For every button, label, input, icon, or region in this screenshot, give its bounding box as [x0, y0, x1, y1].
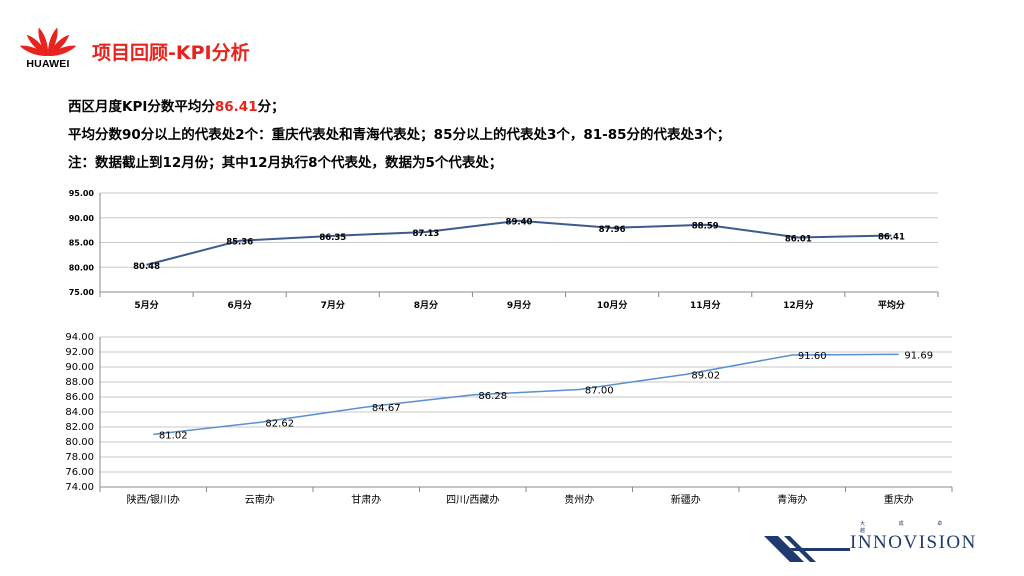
office-kpi-chart: 94.00 92.00 90.00 88.00 86.00 84.00 82.00 80.00… — [65, 332, 953, 506]
y-tick-label: 76.00 — [65, 467, 94, 478]
data-label: 84.67 — [372, 403, 401, 414]
logo-petals — [20, 27, 76, 57]
logo-petal — [48, 34, 70, 56]
x-tick-label: 新疆办 — [671, 493, 701, 506]
x-tick-label: 陕西/银川办 — [127, 493, 180, 506]
data-label: 89.40 — [506, 218, 533, 228]
logo-petal — [47, 27, 58, 56]
summary-line-1: 西区月度KPI分数平均分86.41分； — [68, 93, 730, 121]
logo-petal — [48, 45, 76, 57]
brand-name: INNOVISION — [850, 532, 977, 553]
y-tick-label: 95.00 — [69, 189, 95, 198]
x-tick-label: 10月分 — [597, 299, 628, 311]
y-tick-label: 85.00 — [69, 239, 95, 248]
x-tick-label: 青海办 — [777, 493, 807, 506]
y-tick-label: 84.00 — [65, 407, 94, 418]
data-label: 85.36 — [226, 238, 253, 248]
logo-petal — [38, 27, 49, 56]
summary-line-2: 平均分数90分以上的代表处2个：重庆代表处和青海代表处；85分以上的代表处3个，… — [68, 127, 731, 143]
huawei-petals-icon — [20, 27, 76, 57]
summary-line-3: 注：数据截止到12月份；其中12月执行8个代表处，数据为5个代表处； — [68, 155, 503, 171]
summary-text: 西区月度KPI分数平均分86.41分； 平均分数90分以上的代表处2个：重庆代表… — [68, 93, 730, 177]
series-line — [146, 219, 892, 266]
brand-subtitle: 大 成 卓 越 — [860, 521, 959, 534]
y-tick-label: 74.00 — [65, 482, 94, 493]
y-tick-label: 88.00 — [65, 377, 94, 388]
x-tick-label: 四川/西藏办 — [446, 493, 499, 506]
x-tick-label: 平均分 — [878, 299, 905, 311]
data-label: 88.59 — [692, 222, 719, 232]
page-title: 项目回顾-KPI分析 — [92, 42, 250, 64]
logo-petal — [26, 34, 48, 56]
y-tick-label: 78.00 — [65, 452, 94, 463]
huawei-logo: HUAWEI — [20, 22, 76, 72]
monthly-kpi-chart: 95.00 90.00 85.00 80.00 75.00 5月分 6月分 7月分 8月分 9月分… — [69, 189, 939, 311]
data-label: 86.35 — [319, 233, 346, 243]
data-label: 89.02 — [691, 370, 720, 381]
series-line — [153, 353, 899, 436]
data-label: 91.69 — [904, 350, 933, 361]
y-tick-label: 90.00 — [69, 214, 95, 223]
x-tick-label: 云南办 — [245, 493, 275, 506]
y-tick-label: 75.00 — [69, 288, 95, 297]
x-tick-label: 甘肃办 — [351, 493, 381, 506]
data-label: 86.41 — [878, 233, 905, 243]
data-label: 87.96 — [599, 225, 626, 235]
innovision-stripes-icon — [764, 536, 850, 562]
x-tick-label: 9月分 — [507, 299, 531, 311]
y-tick-label: 92.00 — [65, 347, 94, 358]
y-tick-label: 80.00 — [65, 437, 94, 448]
x-tick-label: 8月分 — [414, 299, 438, 311]
data-label: 86.01 — [785, 235, 812, 245]
data-label: 87.00 — [585, 386, 614, 397]
data-label: 91.60 — [798, 351, 827, 362]
x-tick-label: 贵州办 — [564, 493, 594, 506]
y-tick-label: 90.00 — [65, 362, 94, 373]
data-label: 86.28 — [478, 391, 507, 402]
logo-text: HUAWEI — [26, 58, 70, 70]
x-tick-label: 12月分 — [783, 299, 814, 311]
data-label: 80.48 — [133, 262, 160, 272]
summary-line-1-suffix: 分； — [257, 99, 285, 115]
innovision-brand: 大 成 卓 越 INNOVISION — [760, 518, 990, 566]
x-tick-label: 7月分 — [321, 299, 345, 311]
x-tick-label: 5月分 — [134, 299, 158, 311]
y-tick-label: 80.00 — [69, 263, 95, 272]
y-tick-label: 86.00 — [65, 392, 94, 403]
x-tick-label: 11月分 — [690, 299, 721, 311]
y-tick-label: 94.00 — [65, 332, 94, 343]
average-score-highlight: 86.41 — [214, 99, 258, 115]
y-tick-label: 82.00 — [65, 422, 94, 433]
data-label: 81.02 — [159, 430, 188, 441]
data-label: 82.62 — [265, 418, 294, 429]
x-tick-label: 6月分 — [228, 299, 252, 311]
logo-petal — [20, 45, 48, 57]
summary-line-1-prefix: 西区月度KPI分数平均分 — [68, 99, 215, 115]
data-label: 87.13 — [412, 229, 439, 239]
x-tick-label: 重庆办 — [884, 493, 914, 506]
